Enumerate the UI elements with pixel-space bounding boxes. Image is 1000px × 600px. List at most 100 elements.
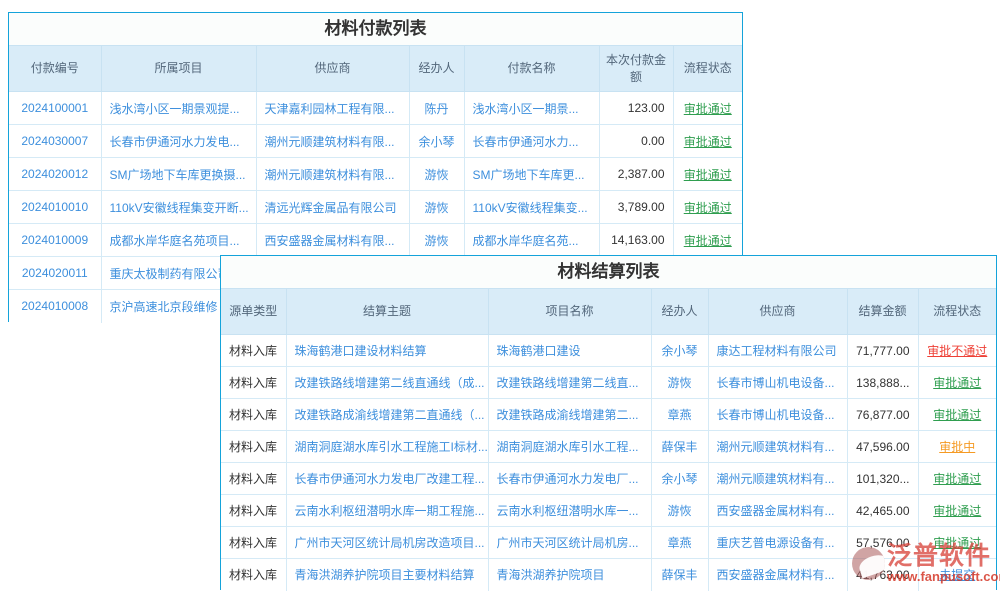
status-text[interactable]: 审批通过	[933, 536, 982, 550]
payment-id-link[interactable]: 2024020012	[9, 157, 102, 191]
handler-link[interactable]: 游恢	[650, 494, 709, 527]
payment-id-link[interactable]: 2024030007	[9, 124, 102, 158]
payment-amount: 123.00	[598, 91, 674, 125]
supplier-link[interactable]: 西安盛器金属材料有限...	[255, 223, 410, 257]
settle-amount: 76,877.00	[846, 398, 919, 431]
source-type: 材料入库	[221, 334, 287, 367]
subject-link[interactable]: 珠海鹤港口建设材料结算	[285, 334, 489, 367]
status-text[interactable]: 审批通过	[933, 472, 982, 486]
project-link[interactable]: 广州市天河区统计局机房...	[487, 526, 652, 559]
supplier-link[interactable]: 重庆艺普电源设备有...	[707, 526, 848, 559]
status-text[interactable]: 审批通过	[683, 101, 732, 116]
payment-id-link[interactable]: 2024020011	[9, 256, 102, 290]
subject-link[interactable]: 改建铁路线增建第二线直通线（成...	[285, 366, 489, 399]
col-settle-supplier: 供应商	[707, 288, 848, 335]
handler-link[interactable]: 章燕	[650, 526, 709, 559]
subject-link[interactable]: 湖南洞庭湖水库引水工程施工I标材...	[285, 430, 489, 463]
table-row: 材料入库 广州市天河区统计局机房改造项目... 广州市天河区统计局机房... 章…	[221, 526, 996, 559]
supplier-link[interactable]: 长春市博山机电设备...	[707, 366, 848, 399]
col-settle-status: 流程状态	[917, 288, 996, 335]
payment-amount: 14,163.00	[598, 223, 674, 257]
project-link[interactable]: 110kV安徽线程集变开断...	[100, 190, 257, 224]
status-text[interactable]: 审批通过	[933, 376, 982, 390]
subject-link[interactable]: 长春市伊通河水力发电厂改建工程...	[285, 462, 489, 495]
project-link[interactable]: 长春市伊通河水力发电...	[100, 124, 257, 158]
project-link[interactable]: SM广场地下车库更换摄...	[100, 157, 257, 191]
project-link[interactable]: 湖南洞庭湖水库引水工程...	[487, 430, 652, 463]
settlement-header-row: 源单类型 结算主题 项目名称 经办人 供应商 结算金额 流程状态	[221, 288, 996, 335]
status-text[interactable]: 审批中	[939, 440, 976, 454]
col-settle-subject: 结算主题	[285, 288, 489, 335]
payment-name-link[interactable]: 浅水湾小区一期景...	[463, 91, 600, 125]
status-link[interactable]: 审批通过	[672, 223, 742, 257]
handler-link[interactable]: 陈丹	[408, 91, 465, 125]
status-link[interactable]: 审批通过	[917, 366, 996, 399]
supplier-link[interactable]: 西安盛器金属材料有...	[707, 494, 848, 527]
supplier-link[interactable]: 康达工程材料有限公司	[707, 334, 848, 367]
status-link[interactable]: 审批通过	[917, 526, 996, 559]
payment-id-link[interactable]: 2024010009	[9, 223, 102, 257]
payment-name-link[interactable]: SM广场地下车库更...	[463, 157, 600, 191]
payment-id-link[interactable]: 2024010010	[9, 190, 102, 224]
payment-id-link[interactable]: 2024010008	[9, 289, 102, 323]
project-link[interactable]: 改建铁路成渝线增建第二...	[487, 398, 652, 431]
status-link[interactable]: 审批通过	[672, 157, 742, 191]
handler-link[interactable]: 余小琴	[408, 124, 465, 158]
subject-link[interactable]: 改建铁路成渝线增建第二直通线（...	[285, 398, 489, 431]
handler-link[interactable]: 章燕	[650, 398, 709, 431]
status-text[interactable]: 审批通过	[683, 200, 732, 215]
table-row: 材料入库 改建铁路线增建第二线直通线（成... 改建铁路线增建第二线直... 游…	[221, 366, 996, 399]
supplier-link[interactable]: 潮州元顺建筑材料有限...	[255, 124, 410, 158]
payment-name-link[interactable]: 长春市伊通河水力...	[463, 124, 600, 158]
payment-list-title: 材料付款列表	[9, 13, 742, 45]
subject-link[interactable]: 广州市天河区统计局机房改造项目...	[285, 526, 489, 559]
settle-amount: 42,465.00	[846, 494, 919, 527]
supplier-link[interactable]: 清远光辉金属品有限公司	[255, 190, 410, 224]
supplier-link[interactable]: 长春市博山机电设备...	[707, 398, 848, 431]
status-text[interactable]: 审批通过	[683, 167, 732, 182]
status-link[interactable]: 审批通过	[672, 124, 742, 158]
payment-name-link[interactable]: 成都水岸华庭名苑...	[463, 223, 600, 257]
status-text[interactable]: 审批通过	[933, 408, 982, 422]
col-payment-supplier: 供应商	[255, 45, 410, 92]
project-link[interactable]: 青海洪湖养护院项目	[487, 558, 652, 591]
status-text[interactable]: 审批通过	[933, 504, 982, 518]
status-link[interactable]: 审批通过	[917, 462, 996, 495]
payment-name-link[interactable]: 110kV安徽线程集变...	[463, 190, 600, 224]
status-link[interactable]: 审批中	[917, 430, 996, 463]
supplier-link[interactable]: 西安盛器金属材料有...	[707, 558, 848, 591]
source-type: 材料入库	[221, 398, 287, 431]
status-link[interactable]: 审批通过	[672, 190, 742, 224]
status-text[interactable]: 审批通过	[683, 233, 732, 248]
supplier-link[interactable]: 潮州元顺建筑材料有限...	[255, 157, 410, 191]
project-link[interactable]: 长春市伊通河水力发电厂...	[487, 462, 652, 495]
settle-amount: 57,576.00	[846, 526, 919, 559]
handler-link[interactable]: 余小琴	[650, 462, 709, 495]
status-text[interactable]: 审批通过	[683, 134, 732, 149]
supplier-link[interactable]: 潮州元顺建筑材料有...	[707, 462, 848, 495]
status-link[interactable]: 审批通过	[672, 91, 742, 125]
project-link[interactable]: 珠海鹤港口建设	[487, 334, 652, 367]
project-link[interactable]: 云南水利枢纽潜明水库一...	[487, 494, 652, 527]
status-link[interactable]: 审批通过	[917, 494, 996, 527]
status-text[interactable]: 未提交	[939, 568, 976, 583]
subject-link[interactable]: 青海洪湖养护院项目主要材料结算	[285, 558, 489, 591]
supplier-link[interactable]: 潮州元顺建筑材料有...	[707, 430, 848, 463]
handler-link[interactable]: 游恢	[408, 190, 465, 224]
supplier-link[interactable]: 天津嘉利园林工程有限...	[255, 91, 410, 125]
status-link[interactable]: 未提交	[917, 558, 996, 591]
handler-link[interactable]: 薛保丰	[650, 430, 709, 463]
handler-link[interactable]: 游恢	[408, 157, 465, 191]
project-link[interactable]: 成都水岸华庭名苑项目...	[100, 223, 257, 257]
project-link[interactable]: 改建铁路线增建第二线直...	[487, 366, 652, 399]
subject-link[interactable]: 云南水利枢纽潜明水库一期工程施...	[285, 494, 489, 527]
status-link[interactable]: 审批不通过	[917, 334, 996, 367]
project-link[interactable]: 浅水湾小区一期景观提...	[100, 91, 257, 125]
handler-link[interactable]: 薛保丰	[650, 558, 709, 591]
status-text[interactable]: 审批不通过	[927, 344, 988, 358]
payment-id-link[interactable]: 2024100001	[9, 91, 102, 125]
handler-link[interactable]: 游恢	[650, 366, 709, 399]
handler-link[interactable]: 余小琴	[650, 334, 709, 367]
handler-link[interactable]: 游恢	[408, 223, 465, 257]
status-link[interactable]: 审批通过	[917, 398, 996, 431]
